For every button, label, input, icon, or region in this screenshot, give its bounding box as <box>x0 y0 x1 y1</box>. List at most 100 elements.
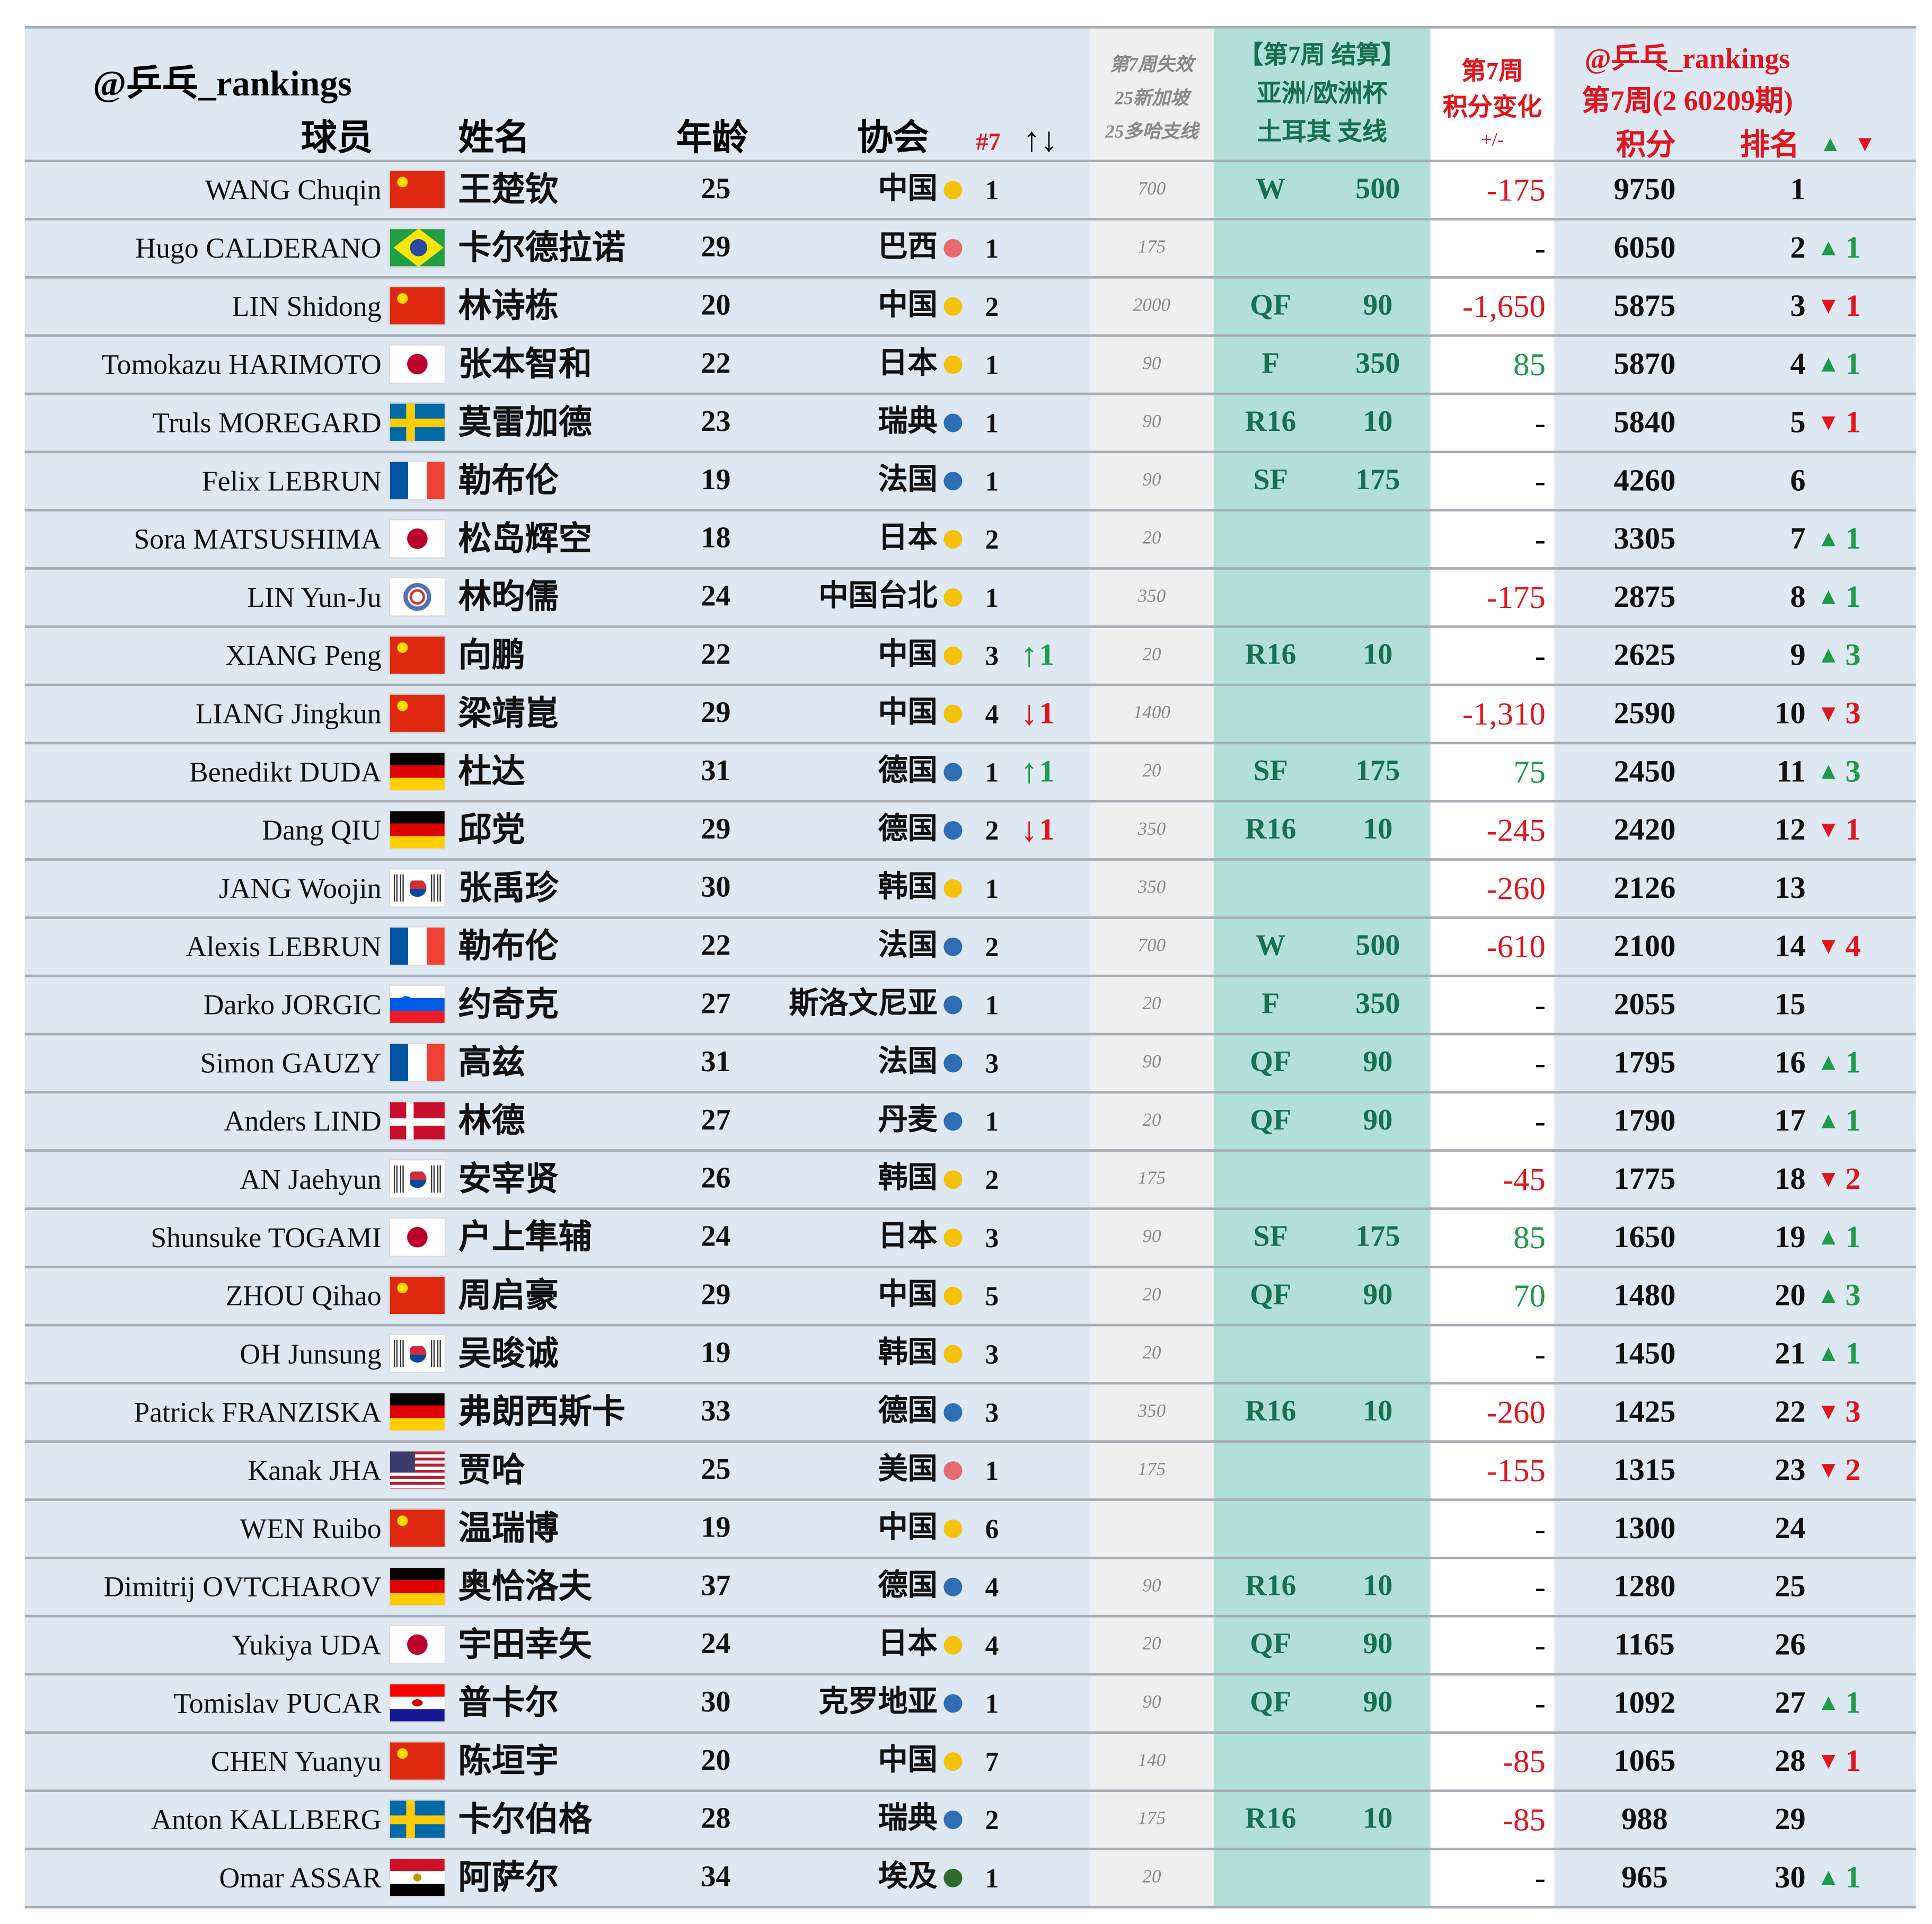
assoc-rank: 1 <box>985 873 999 904</box>
total-points: 1650 <box>1613 1221 1676 1255</box>
assoc-rank: 1 <box>985 233 999 264</box>
total-points: 6050 <box>1613 231 1676 266</box>
rank-move: 1 <box>1845 523 1861 557</box>
flag <box>389 227 446 268</box>
flag <box>389 286 446 326</box>
rank: 4 <box>1790 348 1806 382</box>
band-change <box>1430 27 1555 1908</box>
band-players <box>24 27 1090 1908</box>
player-name: Patrick FRANZISKA <box>134 1397 382 1428</box>
points-change: - <box>1534 1511 1546 1547</box>
age: 19 <box>701 1337 731 1370</box>
total-points: 1790 <box>1613 1105 1676 1138</box>
assoc-dot <box>943 1054 963 1073</box>
assoc-dot <box>943 879 963 898</box>
points-change: -1,650 <box>1462 288 1546 325</box>
row-separator <box>24 916 1916 919</box>
rank: 27 <box>1775 1687 1806 1720</box>
chinese-name: 普卡尔 <box>458 1684 559 1722</box>
points-change: -1,310 <box>1462 696 1546 732</box>
rank: 20 <box>1775 1279 1806 1313</box>
association: 中国 <box>878 697 938 730</box>
association: 韩国 <box>878 1162 938 1195</box>
assoc-dot <box>943 1286 963 1305</box>
age: 27 <box>701 1105 731 1137</box>
result-round: F <box>1261 988 1280 1021</box>
rank-move-arrow: ▲ <box>1816 235 1840 262</box>
chinese-name: 贾哈 <box>458 1451 525 1489</box>
age: 23 <box>701 406 731 439</box>
assoc-rank: 1 <box>985 407 999 439</box>
header-line: 25新加坡 <box>1114 89 1189 109</box>
result-points: 90 <box>1363 1687 1393 1719</box>
rank-move-arrow: ▲ <box>1816 1108 1840 1135</box>
rank: 3 <box>1790 289 1806 323</box>
age: 24 <box>701 580 731 613</box>
points-change: - <box>1534 638 1546 674</box>
result-round: QF <box>1250 1105 1292 1137</box>
total-points: 4260 <box>1613 464 1676 498</box>
rank-move: 1 <box>1845 1687 1861 1720</box>
player-name: WANG Chuqin <box>205 174 382 206</box>
assoc-dot <box>943 1694 963 1713</box>
association: 德国 <box>878 1570 938 1603</box>
band-points <box>1554 27 1916 1908</box>
band-result <box>1213 27 1431 1908</box>
association: 法国 <box>878 1046 938 1079</box>
flag <box>389 984 446 1025</box>
flag <box>389 635 446 675</box>
rank-move-arrow: ▲ <box>1816 1341 1840 1367</box>
result-points: 90 <box>1363 1279 1393 1312</box>
total-points: 2875 <box>1613 580 1676 614</box>
expiring-points: 90 <box>1142 470 1161 491</box>
row-separator <box>24 1440 1916 1443</box>
result-round: QF <box>1250 1046 1292 1079</box>
association: 斯洛文尼亚 <box>789 988 938 1021</box>
row-separator <box>24 1673 1916 1676</box>
age: 25 <box>701 1454 731 1486</box>
assoc-rank: 3 <box>985 1338 999 1370</box>
points-change: 85 <box>1513 347 1546 383</box>
col-assoc-rank: #7 <box>976 128 1001 156</box>
result-points: 500 <box>1355 173 1400 206</box>
rank: 22 <box>1775 1396 1806 1429</box>
assoc-dot <box>943 588 963 607</box>
rank-move: 1 <box>1845 406 1861 440</box>
assoc-rank: 2 <box>985 1164 999 1195</box>
player-name: Anton KALLBERG <box>151 1804 382 1835</box>
age: 31 <box>701 1046 731 1079</box>
chinese-name: 张本智和 <box>458 345 592 383</box>
assoc-rank: 1 <box>985 349 999 381</box>
player-name: AN Jaehyun <box>240 1164 382 1195</box>
row-separator <box>24 1323 1916 1327</box>
expiring-points: 20 <box>1142 1867 1161 1887</box>
rank: 5 <box>1790 406 1806 440</box>
age: 27 <box>701 988 731 1021</box>
col-age: 年龄 <box>676 119 748 159</box>
rank-move-arrow: ▼ <box>1816 1399 1840 1426</box>
assoc-rank: 1 <box>985 1455 999 1486</box>
points-change: 85 <box>1513 1220 1546 1256</box>
rank: 26 <box>1775 1628 1806 1662</box>
total-points: 5870 <box>1613 348 1676 382</box>
points-change: -245 <box>1486 812 1546 849</box>
chinese-name: 勒布伦 <box>458 462 559 499</box>
points-change: -260 <box>1486 1394 1546 1431</box>
rank-move: 1 <box>1845 1337 1861 1371</box>
player-name: Dimitrij OVTCHAROV <box>103 1572 382 1603</box>
chinese-name: 卡尔德拉诺 <box>458 229 625 267</box>
expiring-points: 20 <box>1142 1110 1161 1131</box>
assoc-dot <box>943 239 963 258</box>
flag <box>389 1683 446 1723</box>
rank-move-arrow: ▲ <box>1816 642 1840 669</box>
result-points: 90 <box>1363 1046 1393 1079</box>
player-name: Kanak JHA <box>248 1455 382 1486</box>
expiring-points: 20 <box>1142 1635 1161 1655</box>
assoc-dot <box>943 1752 963 1771</box>
result-round: SF <box>1253 755 1288 788</box>
assoc-rank: 1 <box>985 1106 999 1137</box>
result-round: QF <box>1250 1628 1292 1661</box>
chinese-name: 勒布伦 <box>458 928 559 965</box>
player-name: Shunsuke TOGAMI <box>151 1222 382 1254</box>
result-points: 90 <box>1363 1105 1393 1137</box>
